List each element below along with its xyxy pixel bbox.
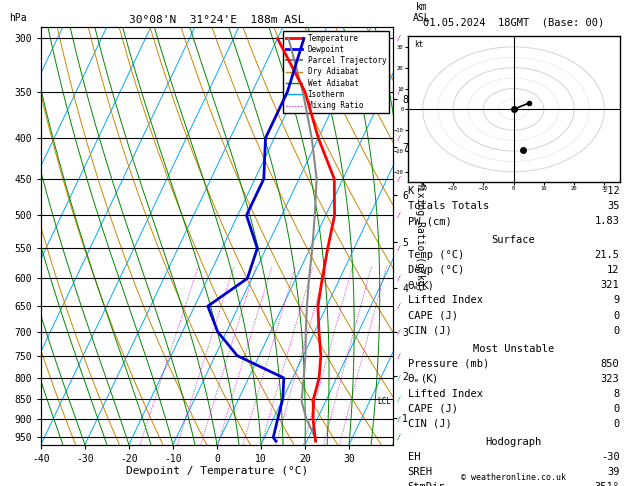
Text: 321: 321 (601, 280, 620, 291)
Text: 15: 15 (299, 445, 308, 451)
Text: CAPE (J): CAPE (J) (408, 404, 457, 414)
Text: Surface: Surface (492, 235, 535, 245)
Text: StmDir: StmDir (408, 482, 445, 486)
Text: -12: -12 (601, 186, 620, 196)
Text: 0: 0 (613, 311, 620, 321)
Text: 323: 323 (601, 374, 620, 384)
Text: 35: 35 (607, 201, 620, 211)
Text: 1.83: 1.83 (594, 216, 620, 226)
Text: kt: kt (414, 40, 423, 49)
Text: CAPE (J): CAPE (J) (408, 311, 457, 321)
Text: 850: 850 (601, 359, 620, 369)
Text: Hodograph: Hodograph (486, 437, 542, 447)
Text: /: / (396, 416, 401, 422)
Text: /: / (396, 434, 401, 440)
Text: /: / (396, 375, 401, 381)
Text: Dewp (°C): Dewp (°C) (408, 265, 464, 276)
Text: θₑ (K): θₑ (K) (408, 374, 437, 384)
Text: 39: 39 (607, 467, 620, 477)
Text: Lifted Index: Lifted Index (408, 389, 482, 399)
Text: Lifted Index: Lifted Index (408, 295, 482, 306)
Text: 8: 8 (259, 445, 264, 451)
Text: km
ASL: km ASL (413, 2, 430, 22)
Text: θₑ(K): θₑ(K) (408, 280, 433, 291)
Text: Temp (°C): Temp (°C) (408, 250, 464, 260)
Text: 12: 12 (607, 265, 620, 276)
Text: -30: -30 (601, 452, 620, 462)
Text: hPa: hPa (9, 13, 27, 22)
Text: 1: 1 (138, 445, 142, 451)
Text: 351°: 351° (594, 482, 620, 486)
Text: /: / (396, 135, 401, 141)
Text: Pressure (mb): Pressure (mb) (408, 359, 489, 369)
Text: 01.05.2024  18GMT  (Base: 00): 01.05.2024 18GMT (Base: 00) (423, 17, 604, 27)
Text: SREH: SREH (408, 467, 433, 477)
Text: 25: 25 (335, 445, 344, 451)
Text: PW (cm): PW (cm) (408, 216, 452, 226)
Text: /: / (396, 35, 401, 41)
Text: /: / (396, 329, 401, 335)
Text: K: K (408, 186, 414, 196)
Text: 10: 10 (272, 445, 280, 451)
Text: 0: 0 (613, 404, 620, 414)
Text: EH: EH (408, 452, 420, 462)
Text: CIN (J): CIN (J) (408, 326, 452, 336)
Text: /: / (396, 353, 401, 359)
Legend: Temperature, Dewpoint, Parcel Trajectory, Dry Adiabat, Wet Adiabat, Isotherm, Mi: Temperature, Dewpoint, Parcel Trajectory… (283, 31, 389, 113)
Text: /: / (396, 89, 401, 95)
X-axis label: Dewpoint / Temperature (°C): Dewpoint / Temperature (°C) (126, 467, 308, 476)
Text: 6: 6 (241, 445, 245, 451)
Text: 8: 8 (613, 389, 620, 399)
Text: /: / (396, 245, 401, 251)
Text: 4: 4 (216, 445, 220, 451)
Text: LCL: LCL (377, 397, 391, 405)
Text: 21.5: 21.5 (594, 250, 620, 260)
Text: CIN (J): CIN (J) (408, 419, 452, 429)
Text: © weatheronline.co.uk: © weatheronline.co.uk (461, 473, 566, 482)
Text: /: / (396, 176, 401, 182)
Text: /: / (396, 276, 401, 281)
Title: 30°08'N  31°24'E  188m ASL: 30°08'N 31°24'E 188m ASL (129, 15, 305, 25)
Text: 0: 0 (613, 419, 620, 429)
Text: 20: 20 (320, 445, 328, 451)
Text: 9: 9 (613, 295, 620, 306)
Text: /: / (396, 212, 401, 218)
Text: /: / (396, 303, 401, 309)
Y-axis label: Mixing Ratio (g/kg): Mixing Ratio (g/kg) (415, 180, 425, 292)
Text: /: / (396, 396, 401, 402)
Text: Totals Totals: Totals Totals (408, 201, 489, 211)
Text: 0: 0 (613, 326, 620, 336)
Text: 3: 3 (199, 445, 203, 451)
Text: Most Unstable: Most Unstable (473, 344, 554, 354)
Text: 2: 2 (175, 445, 180, 451)
